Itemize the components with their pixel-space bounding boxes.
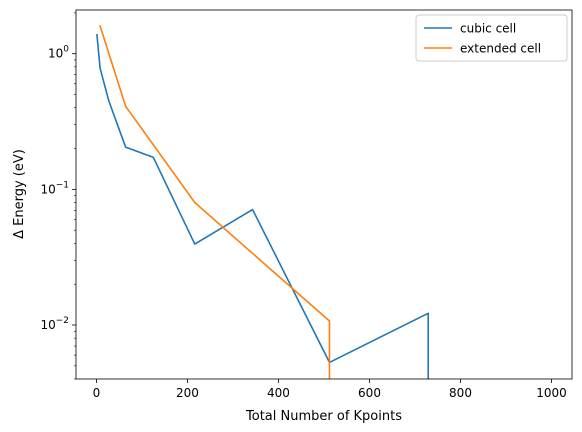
series-layer bbox=[96, 25, 430, 379]
legend: cubic cell extended cell bbox=[415, 14, 568, 62]
legend-label: extended cell bbox=[460, 42, 541, 56]
series-line-1 bbox=[99, 25, 331, 379]
y-tick-label: 100 bbox=[48, 45, 69, 61]
x-tick-label: 200 bbox=[176, 386, 199, 400]
x-tick-label: 800 bbox=[449, 386, 472, 400]
x-axis-label: Total Number of Kpoints bbox=[245, 409, 402, 424]
x-tick-label: 600 bbox=[358, 386, 381, 400]
legend-box bbox=[415, 14, 568, 62]
plot-frame bbox=[75, 9, 573, 380]
plot-area bbox=[76, 10, 572, 379]
x-tick-label: 400 bbox=[267, 386, 290, 400]
y-axis-ticks: 10−2 10−1 100 bbox=[40, 12, 76, 380]
y-tick-label: 10−2 bbox=[40, 316, 69, 332]
y-tick-label: 10−1 bbox=[40, 180, 69, 196]
x-axis-ticks: 0 200 400 600 800 1000 bbox=[93, 379, 567, 400]
x-tick-label: 0 bbox=[93, 386, 101, 400]
x-tick-label: 1000 bbox=[536, 386, 567, 400]
legend-label: cubic cell bbox=[460, 22, 516, 36]
y-axis-label: Δ Energy (eV) bbox=[12, 149, 27, 239]
series-line-0 bbox=[96, 33, 430, 379]
